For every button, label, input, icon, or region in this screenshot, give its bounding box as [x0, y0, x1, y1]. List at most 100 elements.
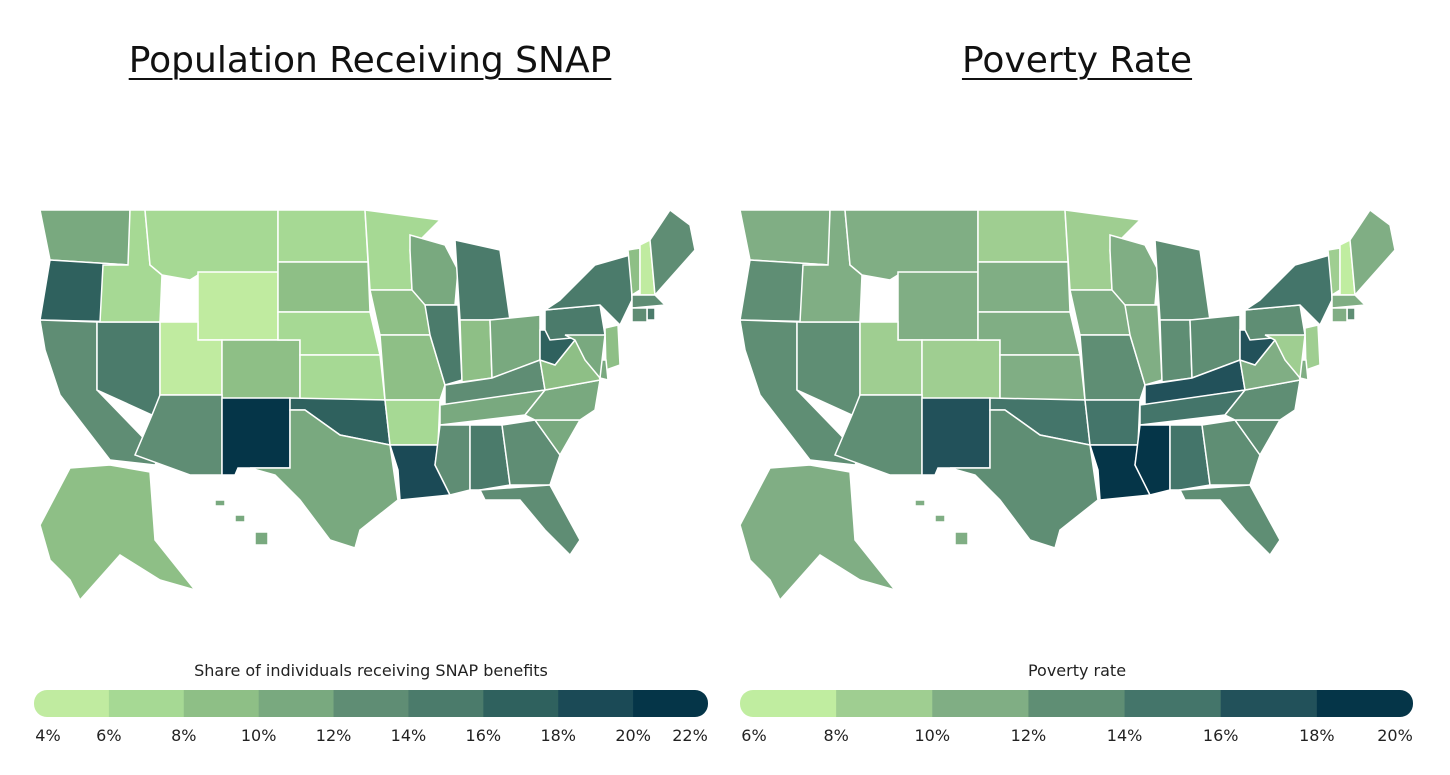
right-legend-tick: 10% [914, 726, 951, 745]
right-legend-swatch [1028, 690, 1126, 717]
right-state-hi [934, 514, 946, 523]
right-state-nj [1304, 324, 1321, 372]
left-state-in [459, 319, 493, 383]
left-state-hi [254, 531, 269, 546]
right-legend-tick: 20% [1377, 726, 1413, 745]
right-state-nd [977, 209, 1069, 263]
right-legend-swatch [1124, 690, 1222, 717]
right-legend-swatch [1316, 690, 1413, 717]
right-state-ar [1084, 399, 1141, 446]
left-state-ct [631, 307, 648, 323]
left-state-al [469, 424, 511, 491]
left-state-nj [604, 324, 621, 372]
left-legend-swatch [34, 690, 110, 717]
right-state-wa [739, 209, 831, 266]
right-state-nm [921, 397, 991, 476]
left-state-wy [197, 271, 279, 341]
left-legend-swatch [483, 690, 559, 717]
left-legend-swatch [333, 690, 409, 717]
left-state-wi [409, 234, 459, 306]
right-state-mt [844, 209, 979, 281]
left-legend-title: Share of individuals receiving SNAP bene… [194, 661, 548, 680]
left-state-ar [384, 399, 441, 446]
left-legend-swatch [633, 690, 708, 717]
left-state-fl [478, 484, 581, 557]
left-legend-tick: 14% [390, 726, 427, 745]
right-state-ny [1244, 254, 1333, 327]
left-legend-tick: 4% [35, 726, 61, 745]
right-state-me [1349, 208, 1396, 297]
left-state-mo [379, 334, 446, 401]
left-state-sd [277, 261, 371, 313]
left-legend-swatch [408, 690, 484, 717]
left-state-ma [631, 294, 667, 309]
right-state-hi [914, 499, 926, 507]
left-state-hi [234, 514, 246, 523]
right-legend-swatch [932, 690, 1029, 717]
left-legend-swatch [558, 690, 634, 717]
left-legend-tick: 18% [540, 726, 576, 745]
right-state-ms [1134, 424, 1171, 496]
right-state-tx [949, 409, 1099, 549]
left-legend-tick: 12% [315, 726, 352, 745]
left-map-title: Population Receiving SNAP [128, 40, 612, 81]
right-state-ks [999, 354, 1086, 401]
right-state-co [921, 339, 1001, 401]
right-state-hi [954, 531, 969, 546]
left-state-mt [144, 209, 279, 281]
right-state-wy [897, 271, 979, 341]
left-state-ga [501, 419, 561, 486]
left-state-ms [434, 424, 471, 496]
left-state-nm [221, 397, 291, 476]
right-state-ri [1346, 307, 1356, 321]
right-state-il [1124, 304, 1163, 386]
left-state-ny [544, 254, 633, 327]
left-state-ks [299, 354, 386, 401]
right-state-sd [977, 261, 1071, 313]
right-legend-swatch [836, 690, 933, 717]
left-state-ak [39, 464, 198, 602]
left-state-mi [454, 239, 511, 321]
right-state-wi [1109, 234, 1159, 306]
left-legend-swatch [183, 690, 260, 717]
left-state-md [564, 334, 606, 380]
right-state-ak [739, 464, 898, 602]
right-state-in [1159, 319, 1193, 383]
left-state-me [649, 208, 696, 297]
right-state-ct [1331, 307, 1348, 323]
left-state-ri [646, 307, 656, 321]
right-state-ga [1201, 419, 1261, 486]
right-legend-tick: 18% [1299, 726, 1335, 745]
left-legend-swatch [258, 690, 335, 717]
left-legend-tick: 20% [615, 726, 651, 745]
right-legend-title: Poverty rate [1027, 661, 1127, 680]
right-state-mo [1079, 334, 1146, 401]
right-map-title: Poverty Rate [961, 40, 1193, 81]
left-state-wa [39, 209, 131, 266]
left-legend-tick: 16% [465, 726, 502, 745]
right-legend-tick: 16% [1202, 726, 1239, 745]
left-legend-tick: 10% [240, 726, 277, 745]
left-legend-tick: 8% [171, 726, 197, 745]
left-legend-tick: 22% [672, 726, 708, 745]
right-legend-swatch [740, 690, 837, 717]
right-state-ma [1331, 294, 1367, 309]
right-state-mi [1154, 239, 1211, 321]
left-legend-swatch [108, 690, 185, 717]
right-state-md [1264, 334, 1306, 380]
right-legend-tick: 14% [1106, 726, 1143, 745]
left-state-tx [249, 409, 399, 549]
left-state-co [221, 339, 301, 401]
left-legend-tick: 6% [96, 726, 122, 745]
right-legend-tick: 8% [823, 726, 849, 745]
right-legend-tick: 12% [1010, 726, 1047, 745]
left-state-hi [214, 499, 226, 507]
right-legend-swatch [1220, 690, 1318, 717]
left-state-nd [277, 209, 369, 263]
right-state-al [1169, 424, 1211, 491]
right-state-fl [1178, 484, 1281, 557]
left-state-il [424, 304, 463, 386]
right-legend-tick: 6% [741, 726, 767, 745]
